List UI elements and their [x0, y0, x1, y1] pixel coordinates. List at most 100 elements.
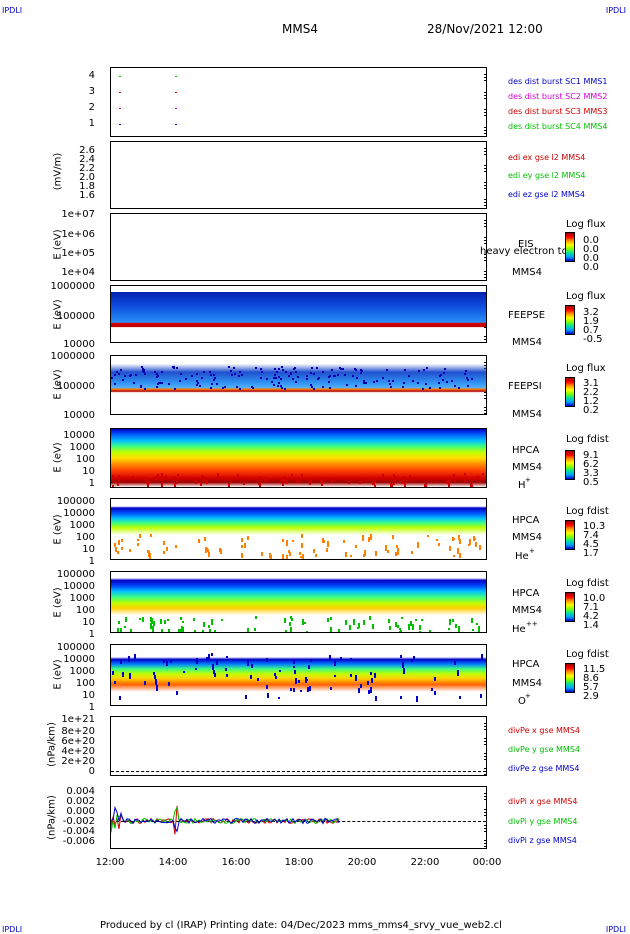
spectrogram-point	[326, 541, 329, 547]
spectrogram-point	[403, 369, 406, 371]
spectrogram-point	[360, 477, 363, 483]
spectrogram-point	[457, 534, 460, 541]
spectrogram-point	[300, 473, 303, 479]
spectrogram	[111, 362, 486, 396]
spectrogram-point	[115, 546, 118, 553]
spectrogram-point	[149, 554, 152, 559]
spectrogram-point	[204, 547, 207, 553]
axis-minor-ticks	[484, 271, 486, 280]
spectrogram-point	[318, 376, 321, 379]
spectrogram-point	[480, 654, 483, 660]
spectrogram-point	[322, 540, 325, 544]
spectrogram-point	[313, 373, 316, 376]
spectrogram-point	[160, 473, 163, 479]
spectrogram-point	[392, 473, 395, 478]
colorbar-title: Log fdist	[566, 578, 609, 589]
spectrogram-point	[265, 684, 268, 689]
spectrogram-point	[455, 624, 458, 629]
spectrogram-point	[371, 624, 374, 630]
spectrogram-point	[466, 385, 469, 388]
spectrogram-point	[196, 384, 199, 387]
spectrogram-point	[394, 551, 397, 557]
spectrogram-point	[241, 553, 244, 559]
spectrogram-point	[297, 480, 300, 484]
spectrogram-point	[176, 481, 179, 485]
ytick-label: 3	[88, 86, 95, 97]
spectrogram-point	[375, 696, 378, 701]
spectrogram-point	[418, 369, 421, 372]
axis-minor-ticks	[484, 723, 486, 732]
spectrogram-point	[350, 673, 353, 678]
ytick-label: 1	[88, 556, 95, 567]
colorbar-value: 7.4	[583, 530, 599, 541]
plot-panel	[110, 716, 487, 776]
y-axis-label: (nPa/km)	[46, 795, 58, 840]
colorbar-title: Log flux	[566, 363, 606, 374]
spectrogram-point	[195, 479, 198, 485]
ytick-label: 0	[88, 766, 95, 777]
spectrogram-point	[259, 476, 262, 481]
colorbar-value: 11.5	[583, 664, 606, 675]
legend-entry: divPe x gse MMS4	[508, 726, 580, 735]
spectrogram-point	[243, 542, 246, 548]
spectrogram-point	[246, 535, 249, 540]
ytick-label: 2.0	[79, 172, 95, 183]
spectrogram-point	[347, 480, 350, 484]
spectrogram-point	[300, 555, 303, 558]
instrument-label: HPCA	[512, 445, 540, 456]
spectrogram-point	[355, 675, 358, 681]
spectrogram-point	[266, 658, 269, 662]
y-axis-label: (mV/m)	[52, 152, 64, 191]
colorbar-value: 2.9	[583, 691, 599, 702]
spectrogram-point	[312, 387, 315, 390]
spectrogram-point	[300, 543, 303, 549]
spectrogram-point	[381, 474, 384, 479]
spectrogram-point	[363, 549, 366, 556]
spectrogram-point	[437, 543, 440, 546]
spectrogram-point	[389, 625, 392, 631]
spectrogram-point	[464, 370, 467, 373]
spectrogram-point	[478, 544, 481, 551]
spectrogram-point	[156, 374, 159, 377]
spectrogram-point	[397, 550, 400, 556]
spectrogram-point	[237, 474, 240, 479]
spectrogram-point	[208, 551, 211, 557]
spectrogram-point	[203, 476, 206, 483]
ytick-label: 10000	[63, 339, 95, 350]
spectrogram-point	[274, 377, 277, 380]
spectrogram-point	[228, 482, 231, 487]
ytick-label: 1e+06	[61, 229, 95, 240]
spectrogram-point	[238, 371, 241, 374]
spectrogram-point	[352, 619, 355, 626]
plot-panel	[110, 571, 487, 633]
spectrogram-point	[414, 618, 417, 622]
spectrogram-point	[453, 555, 456, 558]
instrument-label: H	[518, 480, 526, 491]
spectrogram-point	[313, 548, 316, 554]
spectrogram-point	[344, 374, 347, 377]
spectrogram-point	[403, 381, 406, 384]
corner-mark-top-left: IPDLI	[2, 6, 23, 15]
plot-panel	[110, 213, 487, 281]
ytick-label: 1000000	[50, 351, 95, 362]
axis-minor-ticks	[484, 808, 486, 818]
xtick-label: 18:00	[284, 857, 314, 868]
spectrogram-point	[143, 372, 146, 375]
axis-minor-ticks	[484, 753, 486, 762]
spectrogram-point	[119, 628, 122, 632]
spectrogram-point	[321, 538, 324, 544]
spectrogram-point	[309, 372, 312, 375]
spectrogram-point	[216, 383, 219, 386]
spectrogram-point	[292, 665, 295, 669]
spectrogram-point	[202, 622, 205, 626]
spectrogram-point	[279, 385, 282, 388]
spectrogram-point	[309, 479, 312, 486]
instrument-label: O	[518, 696, 526, 707]
spectrogram-point	[278, 382, 281, 385]
ytick-label: 0.002	[66, 796, 95, 807]
spectrogram-point	[234, 373, 237, 376]
spectrogram-point	[235, 386, 238, 389]
spectrogram-point	[473, 537, 476, 541]
spectrogram-point	[374, 550, 377, 556]
spectrogram-point	[144, 387, 147, 390]
